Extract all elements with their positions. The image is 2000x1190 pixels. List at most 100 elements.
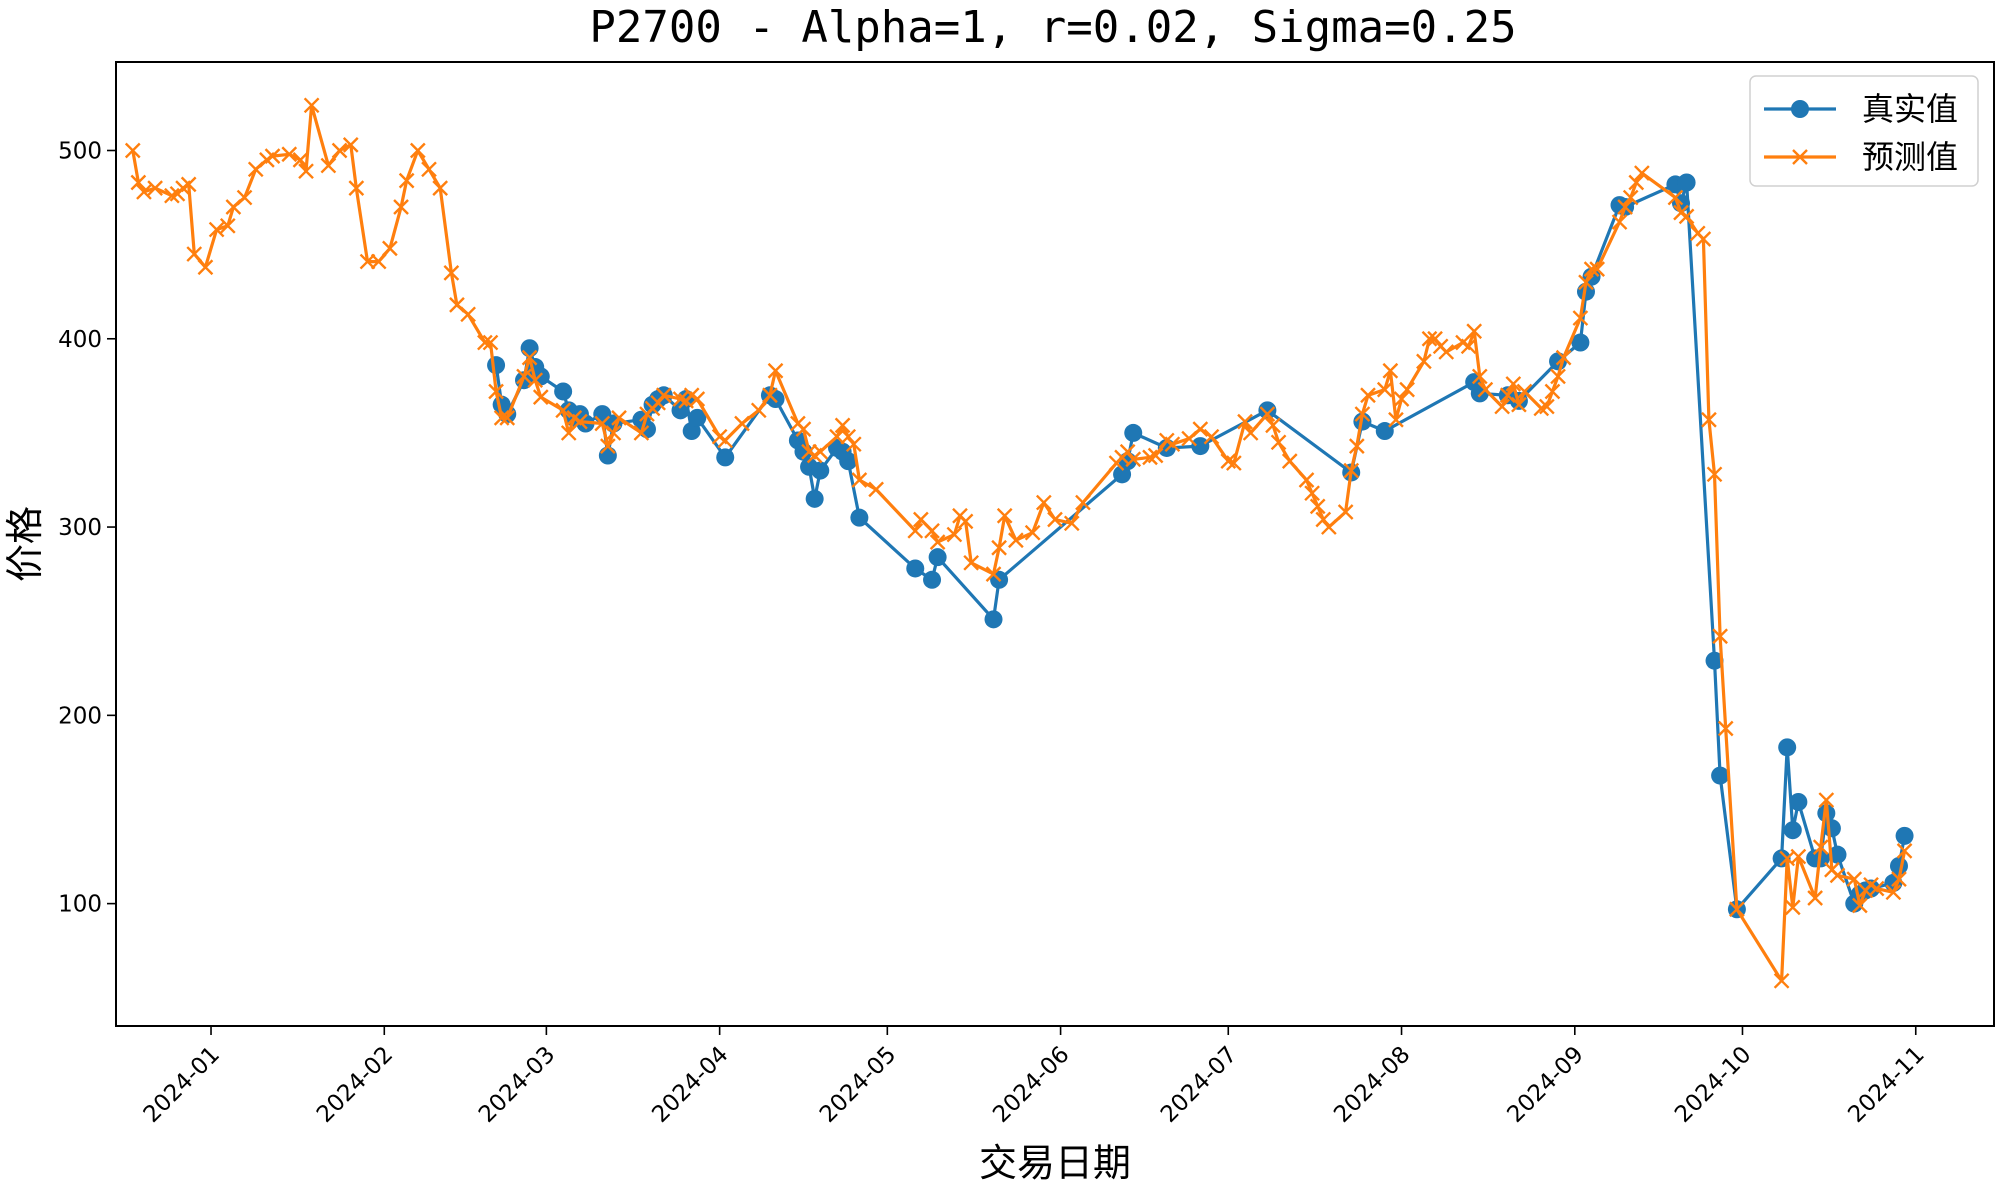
predicted-point [1304, 485, 1320, 502]
predicted-point [605, 425, 622, 441]
predicted-point [1678, 208, 1695, 225]
predicted-point [1516, 383, 1533, 400]
predicted-point [1701, 411, 1717, 428]
predicted-point [1265, 417, 1281, 434]
predicted-point [147, 180, 163, 196]
predicted-point [946, 526, 963, 543]
predicted-point [996, 507, 1013, 524]
y-tick-label: 200 [58, 703, 102, 729]
predicted-point [957, 513, 974, 530]
predicted-point [1829, 867, 1846, 884]
predicted-point [963, 554, 980, 571]
predicted-point [1421, 330, 1438, 347]
predicted-point [197, 259, 214, 276]
predicted-point [1717, 720, 1734, 737]
predicted-point [600, 438, 616, 454]
predicted-point [499, 410, 516, 426]
actual-point [1828, 845, 1847, 864]
predicted-point [1270, 434, 1287, 451]
predicted-point [868, 481, 884, 498]
y-axis: 100 200 300 400 500 [58, 138, 116, 918]
predicted-point [1578, 274, 1594, 291]
predicted-point [1773, 972, 1790, 989]
predicted-point [1818, 792, 1835, 808]
predicted-point [1164, 436, 1181, 453]
predicted-point [1511, 396, 1527, 413]
plot-frame [115, 61, 1995, 1027]
predicted-point [482, 334, 499, 351]
predicted-point [1388, 411, 1404, 428]
predicted-point [1047, 511, 1063, 528]
actual-point [1895, 826, 1914, 845]
predicted-point [717, 432, 734, 449]
y-axis-title: 价格 [3, 506, 47, 582]
predicted-point [907, 522, 924, 539]
predicted-point [1852, 897, 1868, 914]
predicted-point [1667, 189, 1684, 206]
y-tick-label: 300 [58, 515, 102, 541]
predicted-point [1075, 494, 1091, 511]
predicted-point [734, 415, 750, 432]
predicted-point [292, 152, 309, 168]
predicted-point [1555, 349, 1572, 366]
predicted-series [124, 97, 1913, 989]
actual-point [1191, 437, 1210, 456]
predicted-point [1348, 438, 1365, 454]
predicted-point [1192, 421, 1209, 437]
predicted-point [1544, 383, 1561, 400]
predicted-point [1572, 310, 1589, 326]
predicted-point [1427, 330, 1443, 347]
predicted-point [348, 180, 365, 196]
actual-point [716, 448, 735, 467]
predicted-point [633, 425, 650, 441]
predicted-point [1790, 848, 1807, 865]
predicted-point [829, 428, 845, 445]
actual-point [1705, 651, 1724, 670]
predicted-point [1868, 880, 1885, 897]
actual-point [1124, 423, 1143, 442]
predicted-point [460, 306, 476, 323]
actual-point [1470, 384, 1489, 403]
predicted-point [1147, 447, 1164, 464]
predicted-point [1712, 628, 1728, 645]
predicted-point [1460, 338, 1477, 355]
actual-point [928, 548, 947, 567]
y-tick-label: 500 [58, 138, 102, 164]
predicted-point [840, 428, 857, 445]
actual-point [688, 408, 707, 427]
series-layer [124, 97, 1914, 989]
predicted-point [320, 157, 337, 174]
actual-point [1783, 821, 1802, 840]
x-axis-title: 交易日期 [979, 1141, 1131, 1185]
predicted-point [1337, 504, 1354, 520]
predicted-point [1695, 231, 1712, 247]
predicted-point [767, 362, 784, 379]
predicted-point [611, 410, 627, 426]
predicted-point [1399, 381, 1415, 398]
predicted-point [1321, 519, 1337, 535]
predicted-point [449, 297, 465, 313]
predicted-point [247, 161, 264, 178]
predicted-point [264, 148, 281, 164]
predicted-point [1242, 425, 1259, 441]
predicted-point [208, 221, 225, 238]
predicted-point [1589, 261, 1606, 277]
actual-point [520, 339, 539, 358]
predicted-point [1298, 472, 1315, 488]
predicted-point [1617, 199, 1633, 215]
predicted-point [1393, 391, 1410, 407]
predicted-point [1550, 368, 1566, 385]
actual-point [850, 508, 869, 527]
legend-label: 真实值 [1862, 90, 1958, 128]
predicted-point [186, 246, 203, 262]
predicted-point [303, 97, 320, 114]
actual-point [984, 610, 1003, 629]
predicted-point [655, 387, 672, 404]
predicted-point [672, 391, 689, 407]
predicted-point [1438, 344, 1455, 360]
predicted-point [331, 142, 348, 159]
predicted-point [1533, 400, 1550, 417]
predicted-point [795, 421, 812, 437]
